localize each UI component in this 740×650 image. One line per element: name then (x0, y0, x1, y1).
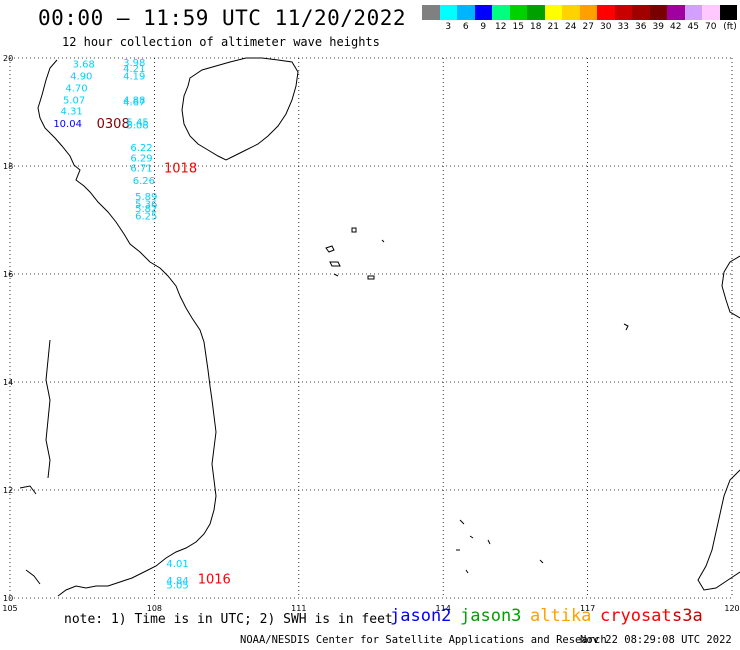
wave-height-reading: 4.70 (65, 83, 87, 94)
coast-philippines-north (721, 255, 740, 319)
scale-swatch (544, 5, 562, 20)
scale-swatch (579, 5, 597, 20)
scale-tick: 18 (530, 22, 542, 32)
credit-line: NOAA/NESDIS Center for Satellite Applica… (240, 634, 607, 646)
latitude-tick-label: 16 (3, 270, 13, 279)
scale-swatch (422, 5, 440, 20)
wave-height-reading: 3.98 (123, 58, 145, 69)
scale-tick: 30 (600, 22, 612, 32)
latitude-tick-label: 18 (3, 162, 13, 171)
scale-swatch (457, 5, 475, 20)
wave-height-reading: 5.82 (135, 204, 157, 215)
map-title: 00:00 – 11:59 UTC 11/20/2022 (38, 6, 407, 30)
scale-swatch (509, 5, 527, 20)
wave-height-reading: 5.08 (126, 121, 148, 132)
wave-height-reading: 5.07 (63, 95, 85, 106)
scale-tick: 33 (617, 22, 629, 32)
wave-height-reading: 4.01 (166, 559, 188, 570)
wave-height-reading: 5.36 (135, 200, 157, 211)
satellite-legend-item: altika (530, 606, 592, 626)
longitude-tick-label: 111 (291, 604, 306, 613)
latitude-tick-label: 20 (3, 54, 13, 63)
wave-height-scale: 3 6 9 12 15 18 21 24 27 30 33 36 39 42 45 70 (ft) (422, 5, 740, 37)
wave-height-reading: 6.25 (135, 211, 157, 222)
scale-tick: 24 (565, 22, 577, 32)
wave-height-reading: 6.29 (130, 154, 152, 165)
wave-height-readings: 3.68 3.984.21 4.90 4.19 4.705.07 4.884.67 4.31… (53, 58, 230, 591)
map-axis-labels: 105 108 111 114 117 120 20 18 16 14 12 10 (2, 54, 739, 613)
satellite-legend-item: cryosat (600, 606, 672, 626)
scale-swatch (719, 5, 737, 20)
satellite-legend-item: jason2 (390, 606, 452, 626)
scale-tick: 42 (670, 22, 682, 32)
scale-color-bar (422, 5, 740, 20)
wave-height-reading: 4.88 (123, 95, 145, 106)
longitude-tick-label: 117 (580, 604, 595, 613)
wave-height-reading: 5.89 (135, 192, 157, 203)
wave-height-reading: 6.71 (130, 163, 152, 174)
generated-timestamp: Nov 22 08:29:08 UTC 2022 (580, 634, 732, 646)
wave-height-reading: 4.84 (166, 576, 188, 587)
scale-swatch (649, 5, 667, 20)
scale-swatch (439, 5, 457, 20)
wave-height-reading: 4.19 (123, 72, 145, 83)
wave-height-reading: 6.26 (133, 176, 155, 187)
map-gridlines (9, 57, 733, 599)
pass-time-label: 0308 (97, 117, 130, 132)
scale-swatch (614, 5, 632, 20)
pass-time-label: 1018 (164, 161, 197, 176)
satellite-legend-item: jason3 (460, 606, 522, 626)
scale-tick: 3 (445, 22, 452, 32)
wave-height-reading: 5.05 (166, 580, 188, 591)
longitude-tick-label: 108 (147, 604, 162, 613)
scale-tick: 70 (705, 22, 717, 32)
longitude-tick-label: 120 (724, 604, 739, 613)
scale-swatch (702, 5, 720, 20)
wave-height-reading: 3.68 (73, 60, 95, 71)
scale-tick: 15 (512, 22, 524, 32)
coast-hainan (181, 57, 299, 161)
scale-swatch (492, 5, 510, 20)
scale-swatch (597, 5, 615, 20)
coast-vietnam (37, 59, 217, 597)
scale-tick: 45 (687, 22, 699, 32)
scale-tick: 39 (652, 22, 664, 32)
scale-tick-labels: 3 6 9 12 15 18 21 24 27 30 33 36 39 42 45 70 (ft) (422, 22, 740, 32)
wave-height-reading: 4.67 (123, 98, 145, 109)
scale-tick: 27 (582, 22, 594, 32)
scale-tick: 36 (635, 22, 647, 32)
scale-swatch (527, 5, 545, 20)
coastlines (19, 57, 740, 597)
wave-height-reading: 4.31 (61, 107, 83, 118)
scale-unit: (ft) (723, 22, 737, 32)
scale-swatch (684, 5, 702, 20)
wave-height-reading: 4.21 (123, 64, 145, 75)
wave-height-reading: 6.22 (130, 143, 152, 154)
scale-tick: 12 (495, 22, 507, 32)
scale-tick: 6 (462, 22, 469, 32)
coast-philippines-south (697, 469, 740, 591)
satellite-legend-item: s3a (672, 606, 703, 626)
scale-swatch (562, 5, 580, 20)
scale-tick: 9 (480, 22, 487, 32)
units-note: note: 1) Time is in UTC; 2) SWH is in fe… (64, 612, 393, 627)
scale-swatch (667, 5, 685, 20)
scale-swatch (632, 5, 650, 20)
latitude-tick-label: 14 (3, 378, 13, 387)
map-subtitle: 12 hour collection of altimeter wave hei… (62, 35, 380, 49)
wave-height-reading: 10.04 (53, 119, 82, 130)
scale-swatch (474, 5, 492, 20)
wave-height-reading: 5.45 (126, 118, 148, 129)
wave-height-reading: 4.90 (70, 72, 92, 83)
longitude-tick-label: 105 (2, 604, 17, 613)
scale-tick: 21 (547, 22, 559, 32)
pass-time-label: 1016 (198, 572, 231, 587)
latitude-tick-label: 10 (3, 594, 13, 603)
latitude-tick-label: 12 (3, 486, 13, 495)
longitude-tick-label: 114 (436, 604, 451, 613)
